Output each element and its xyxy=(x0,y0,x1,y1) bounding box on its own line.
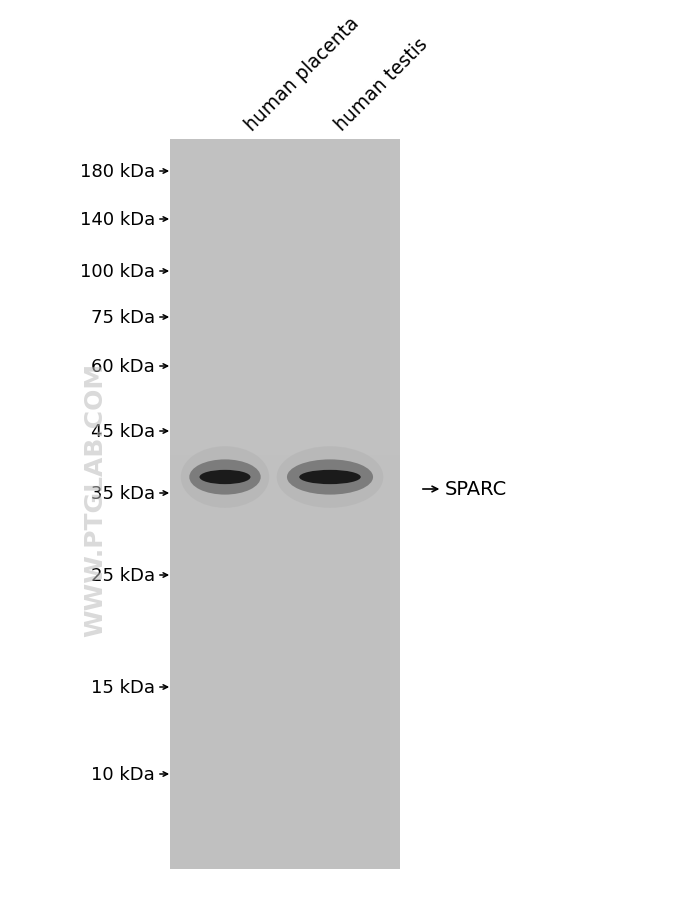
Bar xyxy=(170,262,400,286)
Bar xyxy=(170,140,400,164)
Text: human placenta: human placenta xyxy=(241,14,363,135)
Text: 100 kDa: 100 kDa xyxy=(80,262,155,281)
Bar xyxy=(170,748,400,772)
Bar xyxy=(170,772,400,796)
Bar xyxy=(170,310,400,335)
Bar xyxy=(170,480,400,504)
Ellipse shape xyxy=(181,446,270,508)
Bar xyxy=(170,796,400,821)
Bar xyxy=(170,456,400,480)
Ellipse shape xyxy=(199,470,251,484)
Text: 45 kDa: 45 kDa xyxy=(91,422,155,440)
Text: 75 kDa: 75 kDa xyxy=(91,308,155,327)
Bar xyxy=(170,383,400,407)
Ellipse shape xyxy=(300,470,360,484)
Text: 60 kDa: 60 kDa xyxy=(91,357,155,375)
Bar xyxy=(170,431,400,456)
Text: human testis: human testis xyxy=(332,35,432,135)
Bar xyxy=(170,723,400,748)
Bar xyxy=(170,553,400,577)
Bar xyxy=(170,650,400,675)
Text: 180 kDa: 180 kDa xyxy=(80,163,155,180)
Bar xyxy=(170,821,400,845)
Bar xyxy=(170,699,400,723)
Bar xyxy=(170,504,400,529)
Bar xyxy=(170,626,400,650)
Text: 15 kDa: 15 kDa xyxy=(91,678,155,696)
Bar xyxy=(170,845,400,869)
Text: 140 kDa: 140 kDa xyxy=(80,211,155,229)
Ellipse shape xyxy=(189,460,260,495)
Bar xyxy=(170,335,400,359)
Text: 35 kDa: 35 kDa xyxy=(91,484,155,502)
Bar xyxy=(170,164,400,189)
Bar xyxy=(170,213,400,237)
Bar xyxy=(170,602,400,626)
Text: 25 kDa: 25 kDa xyxy=(91,566,155,584)
Ellipse shape xyxy=(287,460,373,495)
Bar xyxy=(170,675,400,699)
Text: 10 kDa: 10 kDa xyxy=(91,765,155,783)
Text: SPARC: SPARC xyxy=(423,480,508,499)
Bar xyxy=(170,237,400,262)
Text: WWW.PTGLAB.COM: WWW.PTGLAB.COM xyxy=(83,363,107,636)
Bar xyxy=(170,189,400,213)
Ellipse shape xyxy=(276,446,384,508)
Bar xyxy=(170,577,400,602)
Bar xyxy=(170,359,400,383)
Bar xyxy=(170,286,400,310)
Bar xyxy=(170,529,400,553)
Bar xyxy=(170,407,400,431)
Bar xyxy=(170,140,400,869)
